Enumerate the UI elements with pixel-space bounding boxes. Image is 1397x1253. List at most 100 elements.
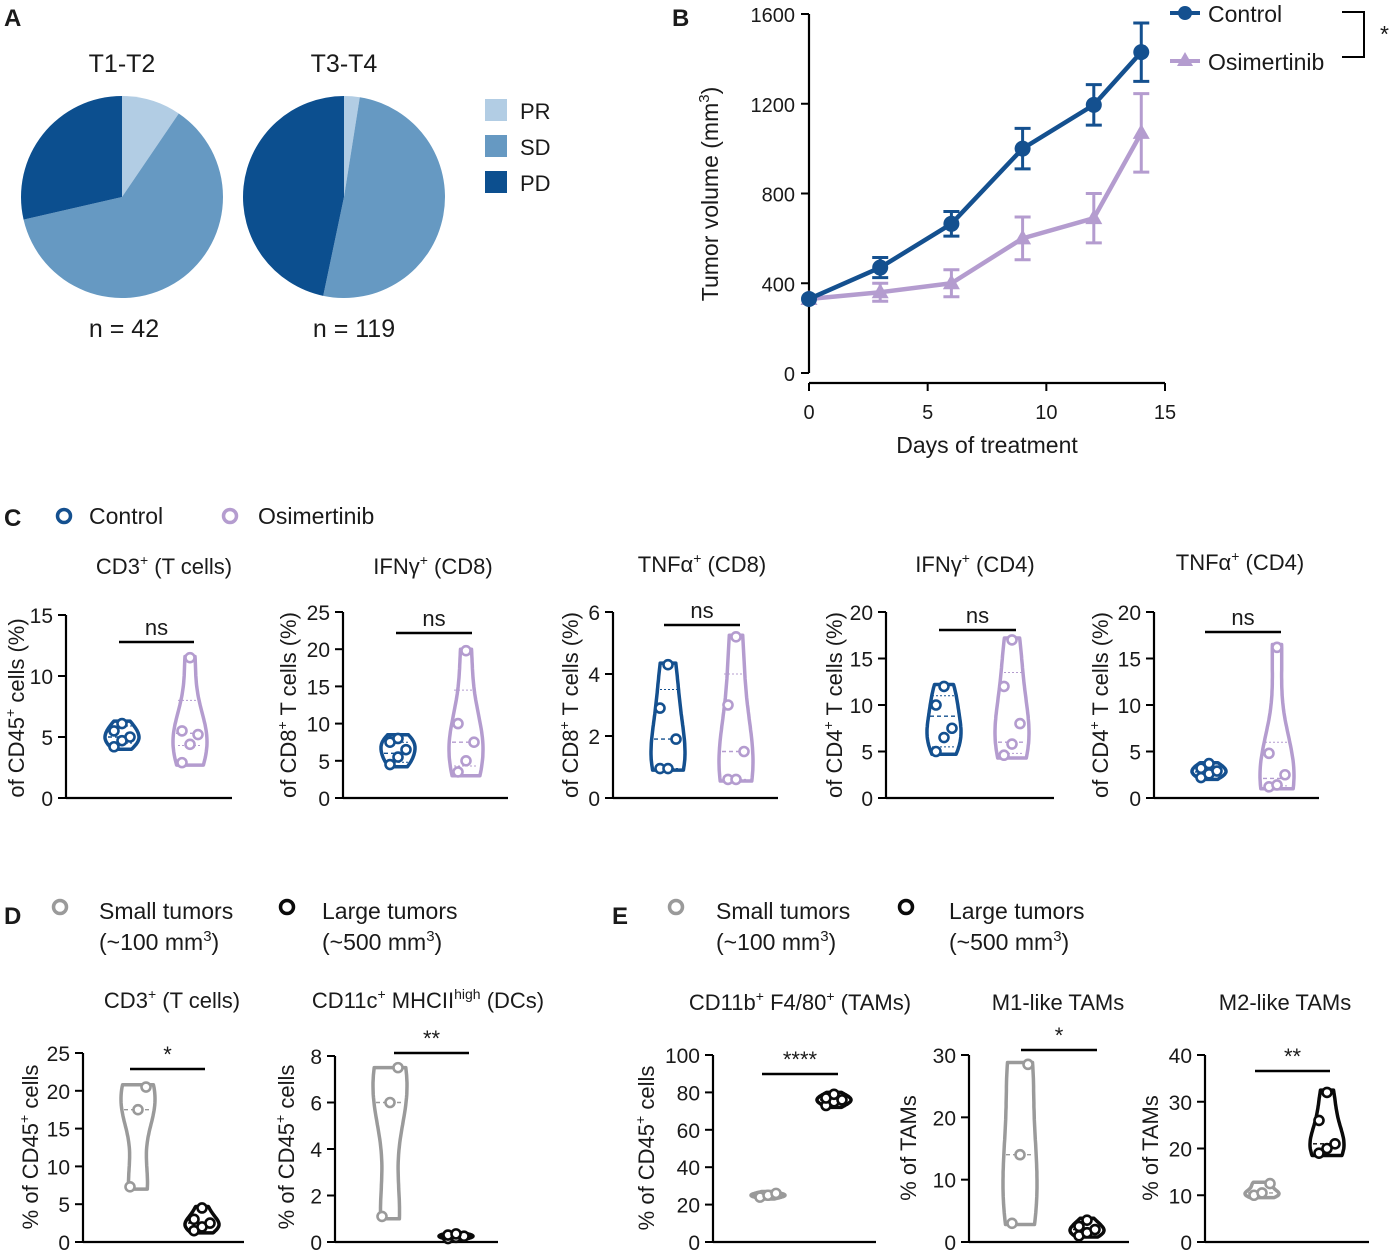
legend-swatch-pd: [485, 171, 507, 193]
y-tick-label-e3: 0: [1180, 1232, 1192, 1253]
y-axis-label-c3: of CD8+ T cells (%): [556, 612, 583, 798]
chart-title-e1: CD11b+ F4/80+ (TAMs): [689, 988, 911, 1015]
title-part: (CD4): [1239, 550, 1304, 575]
violin-outline-c3-1: [717, 633, 755, 783]
x-tick-label-b: 0: [803, 402, 814, 424]
data-point-c2-0: [392, 751, 404, 763]
panel-a: T1-T2 T3-T4 n = 42 n = 119 PR SD PD: [20, 50, 551, 343]
line-chart-xlabel: Days of treatment: [896, 432, 1078, 458]
ylabel-sup: +: [2, 709, 18, 717]
data-point-c3-1: [730, 630, 742, 643]
data-point-c5-1: [1271, 779, 1283, 791]
y-tick-label-d2: 2: [310, 1186, 322, 1209]
y-tick-label-d1: 0: [58, 1232, 70, 1253]
data-point-c4-1: [1006, 634, 1018, 646]
legend-size-large-e: (~500 mm3): [949, 928, 1069, 955]
y-tick-label-d1: 20: [47, 1081, 70, 1104]
y-tick-label-d1: 25: [47, 1043, 70, 1066]
data-point-osimertinib: [871, 283, 889, 299]
significance-label-e1: ****: [783, 1047, 818, 1072]
title-part: (CD8): [428, 554, 493, 579]
ylabel-part: cells (%): [4, 618, 29, 708]
title-part: (TAMs): [835, 990, 912, 1015]
violin-panel-e2: M1-like TAMs % of TAMs 0 10 20 30 *: [896, 990, 1129, 1253]
violin-outline-c1-0: [103, 719, 141, 751]
y-tick-label-e2: 30: [933, 1045, 956, 1068]
y-tick-label-d1: 15: [47, 1119, 70, 1142]
violin-panel-c2: IFNγ+ (CD8)of CD8+ T cells (%)0510152025…: [274, 552, 508, 811]
violin-outline-c4-0: [925, 682, 963, 757]
data-point-c5-0: [1211, 765, 1223, 777]
data-point-e2-1: [1089, 1223, 1101, 1236]
y-tick-label-e1: 80: [677, 1082, 700, 1105]
ylabel-sup: +: [274, 721, 290, 729]
data-point-c4-1: [998, 749, 1010, 762]
data-point-c5-1: [1279, 768, 1291, 781]
violin-outline-e3-0: [1243, 1180, 1281, 1200]
legend-marker-small-e: [667, 898, 685, 916]
data-point-c1-1: [184, 738, 196, 751]
pie-n-t3t4: n = 119: [313, 315, 395, 343]
legend-marker-control-c: [55, 507, 73, 525]
data-point-e3-0: [1256, 1187, 1268, 1199]
panel-d-legend: Small tumors (~100 mm3) Large tumors (~5…: [51, 898, 458, 955]
data-point-c1-0: [108, 740, 120, 753]
data-point-d1-1: [204, 1217, 216, 1229]
chart-title-c1: CD3+ (T cells): [96, 552, 232, 579]
ylabel-part: T cells (%): [822, 612, 847, 721]
y-tick-label-e2: 20: [933, 1107, 956, 1130]
ylabel-part: T cells (%): [276, 612, 301, 721]
data-point-c5-1: [1271, 641, 1283, 654]
data-point-e2-1: [1081, 1214, 1093, 1226]
violin-outline-e1-0: [749, 1189, 787, 1201]
legend-marker-osimertinib-c: [221, 507, 239, 525]
y-tick-label-d2: 0: [310, 1232, 322, 1253]
data-point-c1-0: [116, 717, 128, 730]
legend-label-pd: PD: [520, 171, 551, 196]
y-tick-label-b: 400: [762, 274, 795, 296]
y-tick-label-e1: 40: [677, 1157, 700, 1180]
legend-label-pr: PR: [520, 99, 551, 124]
y-tick-label-e3: 30: [1169, 1092, 1192, 1115]
data-point-e3-1: [1313, 1114, 1325, 1127]
pie-slice-t1t2-sd: [23, 113, 224, 298]
title-part: CD11c: [312, 988, 378, 1013]
legend-label-large-e: Large tumors: [949, 898, 1085, 924]
violin-outline-e2-1: [1068, 1216, 1106, 1239]
title-sup: +: [420, 552, 428, 568]
y-tick-label-e2: 0: [944, 1232, 956, 1253]
data-point-osimertinib: [1132, 123, 1150, 139]
data-point-c5-0: [1203, 757, 1215, 770]
significance-label-c1: ns: [145, 615, 168, 640]
data-point-c3-0: [662, 762, 674, 775]
data-point-osimertinib: [942, 274, 960, 290]
ylabel-part: % of CD45: [634, 1124, 659, 1230]
chart-title-c5: TNFα+ (CD4): [1176, 548, 1304, 575]
data-point-control: [1014, 140, 1031, 157]
ylabel-sup: +: [556, 721, 572, 729]
data-point-c3-0: [662, 658, 674, 671]
data-point-c2-1: [452, 766, 464, 778]
y-tick-label-d2: 8: [310, 1046, 322, 1069]
y-tick-label-e1: 60: [677, 1120, 700, 1143]
y-tick-label-e2: 10: [933, 1170, 956, 1193]
significance-label-d1: *: [163, 1042, 172, 1067]
significance-label-b: *: [1380, 21, 1389, 47]
panel-label-b: B: [672, 5, 689, 32]
data-point-e3-1: [1329, 1138, 1341, 1150]
title-part: CD3: [96, 554, 140, 579]
y-tick-label-e1: 20: [677, 1195, 700, 1218]
title-part: (CD8): [701, 552, 766, 577]
data-point-control: [1133, 44, 1150, 61]
panel-label-a: A: [4, 5, 21, 32]
ylabel-part: of CD8: [558, 729, 583, 797]
y-tick-label-e3: 20: [1169, 1139, 1192, 1162]
y-tick-label-c5: 10: [1118, 695, 1141, 718]
data-point-d1-0: [140, 1081, 152, 1093]
y-tick-label-c3: 2: [588, 726, 600, 749]
data-point-c2-0: [384, 758, 396, 771]
legend-size-small-e: (~100 mm3): [716, 928, 836, 955]
y-tick-label-c1: 5: [41, 727, 53, 750]
legend-label-control-c: Control: [89, 503, 163, 529]
